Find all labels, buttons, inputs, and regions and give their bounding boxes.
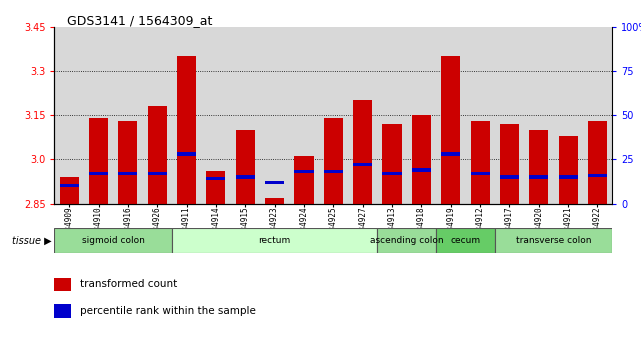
Bar xyxy=(201,27,231,204)
Bar xyxy=(383,172,401,175)
Bar xyxy=(294,170,313,173)
Bar xyxy=(412,168,431,171)
Bar xyxy=(441,152,460,155)
Bar xyxy=(172,27,201,204)
Bar xyxy=(436,27,465,204)
Bar xyxy=(383,124,401,204)
Bar xyxy=(54,304,71,318)
Bar xyxy=(353,100,372,204)
Bar xyxy=(524,27,553,204)
Bar xyxy=(294,156,313,204)
Bar xyxy=(142,27,172,204)
Bar xyxy=(89,118,108,204)
Bar xyxy=(177,56,196,204)
Bar xyxy=(495,27,524,204)
Bar xyxy=(177,152,196,155)
Bar xyxy=(172,228,378,253)
Bar xyxy=(265,198,284,204)
Bar xyxy=(495,228,612,253)
Bar xyxy=(500,175,519,178)
Bar xyxy=(324,170,343,173)
Text: GDS3141 / 1564309_at: GDS3141 / 1564309_at xyxy=(67,14,213,27)
Bar xyxy=(206,177,226,180)
Bar xyxy=(558,175,578,178)
Bar xyxy=(236,130,255,204)
Bar xyxy=(113,27,142,204)
Bar xyxy=(319,27,348,204)
Bar xyxy=(348,27,378,204)
Text: ascending colon: ascending colon xyxy=(370,236,444,245)
Text: percentile rank within the sample: percentile rank within the sample xyxy=(79,306,256,316)
Bar xyxy=(206,171,226,204)
Bar xyxy=(54,27,84,204)
Bar xyxy=(119,172,137,175)
Bar xyxy=(260,27,289,204)
Bar xyxy=(529,130,548,204)
Bar xyxy=(84,27,113,204)
Bar xyxy=(265,181,284,184)
Bar xyxy=(231,27,260,204)
Bar xyxy=(324,118,343,204)
Bar xyxy=(412,115,431,204)
Bar xyxy=(558,136,578,204)
Bar xyxy=(441,56,460,204)
Bar xyxy=(470,172,490,175)
Bar xyxy=(500,124,519,204)
Text: transformed count: transformed count xyxy=(79,279,177,289)
Bar xyxy=(406,27,436,204)
Bar xyxy=(54,228,172,253)
Bar xyxy=(89,172,108,175)
Bar xyxy=(119,121,137,204)
Bar xyxy=(588,121,607,204)
Bar xyxy=(588,173,607,177)
Bar xyxy=(378,228,436,253)
Bar xyxy=(289,27,319,204)
Bar xyxy=(529,175,548,178)
Text: tissue ▶: tissue ▶ xyxy=(12,236,51,246)
Bar xyxy=(378,27,406,204)
Bar xyxy=(54,278,71,291)
Bar xyxy=(583,27,612,204)
Bar xyxy=(236,175,255,178)
Bar xyxy=(465,27,495,204)
Text: sigmoid colon: sigmoid colon xyxy=(82,236,145,245)
Bar xyxy=(553,27,583,204)
Bar xyxy=(353,163,372,166)
Bar xyxy=(60,177,79,204)
Bar xyxy=(147,106,167,204)
Bar xyxy=(470,121,490,204)
Text: rectum: rectum xyxy=(258,236,291,245)
Bar xyxy=(60,184,79,187)
Bar xyxy=(147,172,167,175)
Text: transverse colon: transverse colon xyxy=(516,236,591,245)
Bar xyxy=(436,228,495,253)
Text: cecum: cecum xyxy=(451,236,481,245)
